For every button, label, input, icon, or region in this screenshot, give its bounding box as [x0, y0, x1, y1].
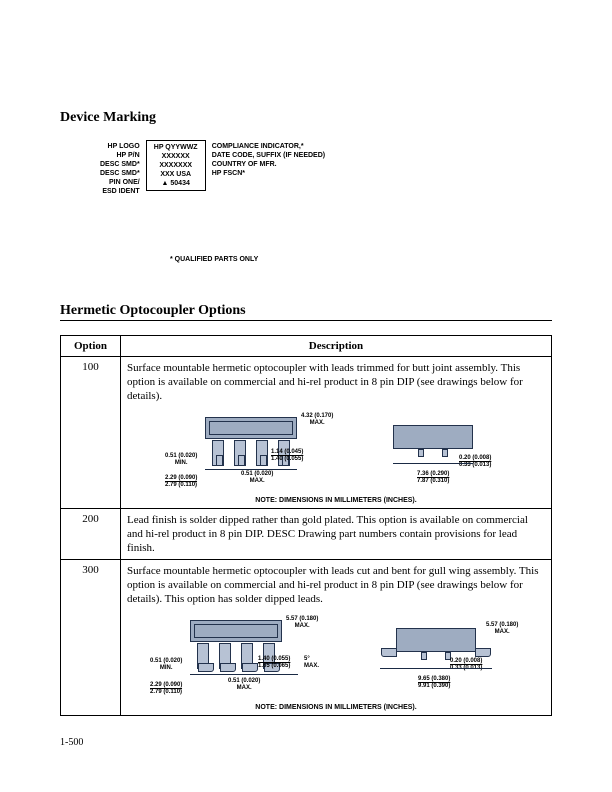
- description-text: Surface mountable hermetic optocoupler w…: [127, 361, 545, 403]
- package-drawing-100: 4.32 (0.170) MAX. 0.51 (0.020) MIN. 1.14…: [127, 413, 545, 491]
- dim-height: 5.57 (0.180) MAX.: [286, 616, 318, 630]
- value: 1.40 (0.055): [258, 656, 290, 662]
- dim-end-w: 7.36 (0.290) 7.87 (0.310): [417, 471, 449, 485]
- heading-options: Hermetic Optocoupler Options: [60, 303, 552, 321]
- dim-lead-gap: 0.51 (0.020) MIN.: [165, 453, 197, 467]
- chip-line: XXXXXX: [153, 152, 199, 161]
- table-row: 200 Lead finish is solder dipped rather …: [61, 509, 552, 560]
- chip-line: XXXXXXX: [153, 161, 199, 170]
- label: COUNTRY OF MFR.: [212, 160, 325, 169]
- chip-outline: HP QYYWWZ XXXXXX XXXXXXX XXX USA ▲ 50434: [146, 140, 206, 191]
- dim-end-t: 0.20 (0.008) 0.33 (0.013): [459, 455, 491, 469]
- end-view: 5.57 (0.180) MAX. 0.20 (0.008) 0.33 (0.0…: [366, 622, 516, 692]
- label: HP LOGO: [100, 142, 140, 151]
- chip-line: HP QYYWWZ: [153, 143, 199, 152]
- option-description: Surface mountable hermetic optocoupler w…: [121, 560, 552, 716]
- options-table: Option Description 100 Surface mountable…: [60, 335, 552, 716]
- value: 7.87 (0.310): [417, 478, 449, 484]
- label: PIN ONE/: [100, 178, 140, 187]
- page-number: 1-500: [60, 737, 83, 748]
- dim-height-r: 5.57 (0.180) MAX.: [486, 622, 518, 636]
- value: 9.91 (0.390): [418, 683, 450, 689]
- table-row: 300 Surface mountable hermetic optocoupl…: [61, 560, 552, 716]
- dim-lead-w: 0.51 (0.020) MAX.: [241, 471, 273, 485]
- col-description: Description: [121, 336, 552, 357]
- dim-height: 4.32 (0.170) MAX.: [301, 413, 333, 427]
- dim-lead-h: 1.14 (0.045) 1.40 (0.055): [271, 449, 303, 463]
- label: DESC SMD*: [100, 160, 140, 169]
- label: COMPLIANCE INDICATOR,*: [212, 142, 325, 151]
- dim-lead-w: 0.51 (0.020) MAX.: [228, 678, 260, 692]
- label: DESC SMD*: [100, 169, 140, 178]
- value: 7.36 (0.290): [417, 471, 449, 477]
- option-description: Lead finish is solder dipped rather than…: [121, 509, 552, 560]
- value: 2.29 (0.090): [150, 682, 182, 688]
- col-option: Option: [61, 336, 121, 357]
- option-code: 300: [61, 560, 121, 716]
- label: HP FSCN*: [212, 169, 325, 178]
- value: 2.29 (0.090): [165, 475, 197, 481]
- side-view: 5.57 (0.180) MAX. 0.51 (0.020) MIN. 1.40…: [156, 616, 326, 698]
- option-description: Surface mountable hermetic optocoupler w…: [121, 357, 552, 509]
- chip-line: ▲ 50434: [153, 179, 199, 188]
- option-code: 200: [61, 509, 121, 560]
- dim-span: 2.29 (0.090) 2.79 (0.110): [150, 682, 182, 696]
- option-code: 100: [61, 357, 121, 509]
- dim-lead-gap: 0.51 (0.020) MIN.: [150, 658, 182, 672]
- dim-end-w: 9.65 (0.380) 9.91 (0.390): [418, 676, 450, 690]
- end-view: 0.20 (0.008) 0.33 (0.013) 7.36 (0.290) 7…: [371, 419, 501, 485]
- marking-footnote: * QUALIFIED PARTS ONLY: [170, 256, 552, 263]
- device-marking-diagram: HP LOGO HP P/N DESC SMD* DESC SMD* PIN O…: [100, 140, 552, 196]
- value: 0.20 (0.008): [459, 455, 491, 461]
- value: 0.20 (0.008): [450, 658, 482, 664]
- dim-lead-h: 1.40 (0.055) 1.65 (0.065): [258, 656, 290, 670]
- value: 1.65 (0.065): [258, 663, 290, 669]
- value: 1.40 (0.055): [271, 456, 303, 462]
- dimension-note: NOTE: DIMENSIONS IN MILLIMETERS (INCHES)…: [127, 497, 545, 504]
- label: ESD IDENT: [100, 187, 140, 196]
- table-row: 100 Surface mountable hermetic optocoupl…: [61, 357, 552, 509]
- label: HP P/N: [100, 151, 140, 160]
- marking-left-labels: HP LOGO HP P/N DESC SMD* DESC SMD* PIN O…: [100, 140, 140, 196]
- marking-right-labels: COMPLIANCE INDICATOR,* DATE CODE, SUFFIX…: [212, 140, 325, 178]
- dim-end-t: 0.20 (0.008) 0.33 (0.013): [450, 658, 482, 672]
- label: DATE CODE, SUFFIX (IF NEEDED): [212, 151, 325, 160]
- heading-device-marking: Device Marking: [60, 110, 552, 126]
- description-text: Lead finish is solder dipped rather than…: [127, 513, 545, 555]
- dim-angle: 5° MAX.: [304, 656, 326, 670]
- value: 9.65 (0.380): [418, 676, 450, 682]
- value: 2.79 (0.110): [165, 482, 197, 488]
- package-drawing-300: 5.57 (0.180) MAX. 0.51 (0.020) MIN. 1.40…: [127, 616, 545, 698]
- chip-line: XXX USA: [153, 170, 199, 179]
- dim-span: 2.29 (0.090) 2.79 (0.110): [165, 475, 197, 489]
- value: 2.79 (0.110): [150, 689, 182, 695]
- dimension-note: NOTE: DIMENSIONS IN MILLIMETERS (INCHES)…: [127, 704, 545, 711]
- description-text: Surface mountable hermetic optocoupler w…: [127, 564, 545, 606]
- side-view: 4.32 (0.170) MAX. 0.51 (0.020) MIN. 1.14…: [171, 413, 331, 491]
- value: 1.14 (0.045): [271, 449, 303, 455]
